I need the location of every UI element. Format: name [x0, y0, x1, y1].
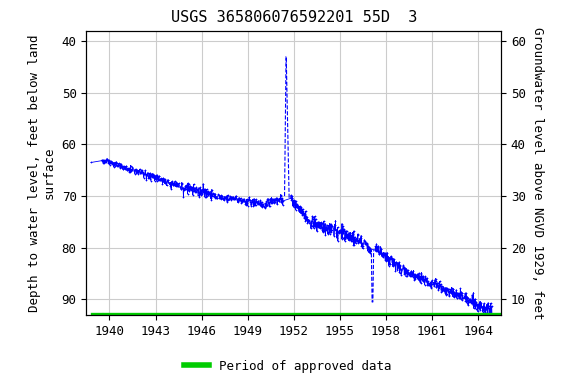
- Y-axis label: Depth to water level, feet below land
surface: Depth to water level, feet below land su…: [28, 34, 56, 311]
- Y-axis label: Groundwater level above NGVD 1929, feet: Groundwater level above NGVD 1929, feet: [532, 26, 544, 319]
- Title: USGS 365806076592201 55D  3: USGS 365806076592201 55D 3: [170, 10, 417, 25]
- Legend: Period of approved data: Period of approved data: [179, 355, 397, 378]
